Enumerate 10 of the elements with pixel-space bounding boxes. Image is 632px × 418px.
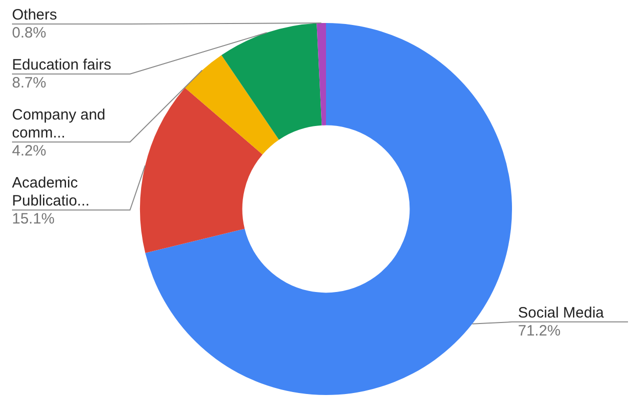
data-label: 4.2% xyxy=(12,142,46,160)
slice-label: Education fairs xyxy=(12,56,112,74)
slice-label: Company and comm... xyxy=(12,106,106,142)
slice-label: Social Media xyxy=(518,304,605,322)
slice-label: Others xyxy=(12,6,58,24)
data-label: 15.1% xyxy=(12,210,55,228)
slice-label: Academic Publicatio... xyxy=(12,174,90,210)
data-label: 71.2% xyxy=(518,322,561,340)
data-label: 8.7% xyxy=(12,74,46,92)
data-label: 0.8% xyxy=(12,24,46,42)
